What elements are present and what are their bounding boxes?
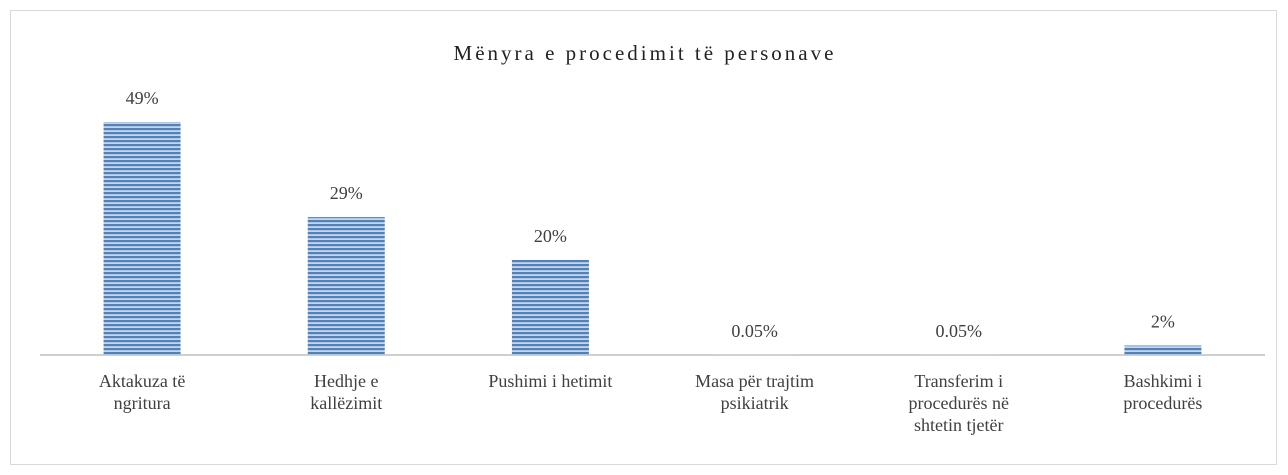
value-label: 49% <box>126 88 159 108</box>
x-tick-label: Hedhje e kallëzimit <box>310 371 383 413</box>
value-label: 20% <box>534 226 567 246</box>
value-label: 2% <box>1151 312 1175 332</box>
bar <box>1124 345 1202 355</box>
x-tick-label: Aktakuza të ngritura <box>98 371 186 413</box>
chart-border <box>10 10 1277 465</box>
x-tick-label: Bashkimi i procedurës <box>1123 371 1203 413</box>
value-label: 0.05% <box>936 321 983 341</box>
bar <box>307 217 385 355</box>
bar <box>511 259 589 355</box>
value-label: 0.05% <box>731 321 778 341</box>
value-label: 29% <box>330 183 363 203</box>
x-tick-label: Transferim i procedurës në shtetin tjetë… <box>908 371 1009 435</box>
x-tick-label: Pushimi i hetimit <box>488 371 613 391</box>
chart-title: Mënyra e procedimit të personave <box>454 41 837 65</box>
bar <box>103 122 181 355</box>
x-tick-label: Masa për trajtim psikiatrik <box>695 371 815 413</box>
